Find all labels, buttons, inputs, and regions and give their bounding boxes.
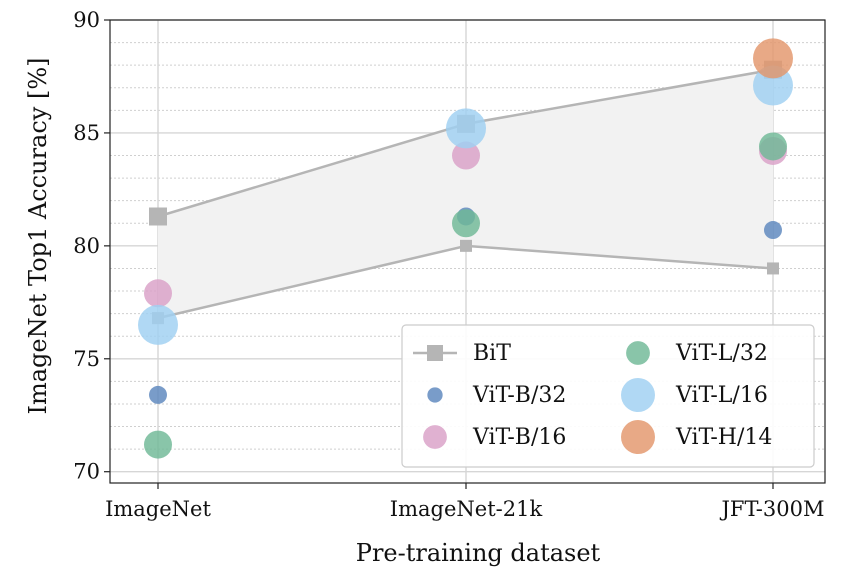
- point-vit-b-32: [149, 385, 167, 404]
- legend-marker-vit-l-32: [626, 341, 650, 365]
- legend-label-vit-b-16: ViT-B/16: [472, 425, 566, 450]
- y-tick-label: 70: [73, 460, 100, 484]
- legend-box: [401, 324, 815, 468]
- bit-lower-marker: [767, 262, 779, 275]
- legend-marker-bit: [427, 345, 443, 361]
- bit-upper-marker: [149, 207, 167, 226]
- legend-label-vit-h-14: ViT-H/14: [675, 425, 772, 450]
- legend-marker-vit-h-14: [621, 420, 655, 454]
- point-vit-b-16: [452, 141, 480, 170]
- legend-label-bit: BiT: [473, 341, 511, 366]
- x-tick-label: ImageNet-21k: [390, 497, 543, 521]
- y-axis-ticks: 70 75 80 85 90: [73, 8, 110, 484]
- x-axis-ticks: ImageNet ImageNet-21k JFT-300M: [105, 483, 824, 521]
- point-vit-l-16: [446, 108, 486, 149]
- point-vit-h-14: [753, 38, 793, 79]
- x-axis-title: Pre-training dataset: [356, 539, 601, 567]
- legend-marker-vit-b-32: [427, 387, 443, 403]
- y-axis-title: ImageNet Top1 Accuracy [%]: [24, 57, 52, 414]
- y-tick-label: 85: [73, 121, 100, 145]
- point-vit-l-32: [759, 132, 787, 161]
- point-vit-b-32: [764, 221, 782, 240]
- point-vit-b-16: [144, 279, 172, 308]
- y-tick-label: 80: [73, 234, 100, 258]
- y-tick-label: 75: [73, 347, 100, 371]
- point-vit-l-32: [144, 430, 172, 459]
- y-tick-label: 90: [73, 8, 100, 32]
- plot-frame: [109, 19, 826, 484]
- point-vit-l-16: [138, 304, 178, 345]
- legend-marker-vit-b-16: [423, 425, 447, 449]
- legend-label-vit-l-16: ViT-L/16: [675, 383, 768, 408]
- data-points: [138, 38, 793, 459]
- legend: BiT ViT-L/32 ViT-B/32 ViT-L/16 ViT-B/16 ViT-H…: [401, 324, 815, 468]
- legend-marker-vit-l-16: [621, 378, 655, 412]
- legend-label-vit-b-32: ViT-B/32: [472, 383, 566, 408]
- bit-lower-marker: [460, 239, 472, 252]
- x-tick-label: JFT-300M: [720, 497, 825, 521]
- x-tick-label: ImageNet: [105, 497, 211, 521]
- legend-label-vit-l-32: ViT-L/32: [675, 341, 768, 366]
- point-vit-l-32: [452, 209, 480, 238]
